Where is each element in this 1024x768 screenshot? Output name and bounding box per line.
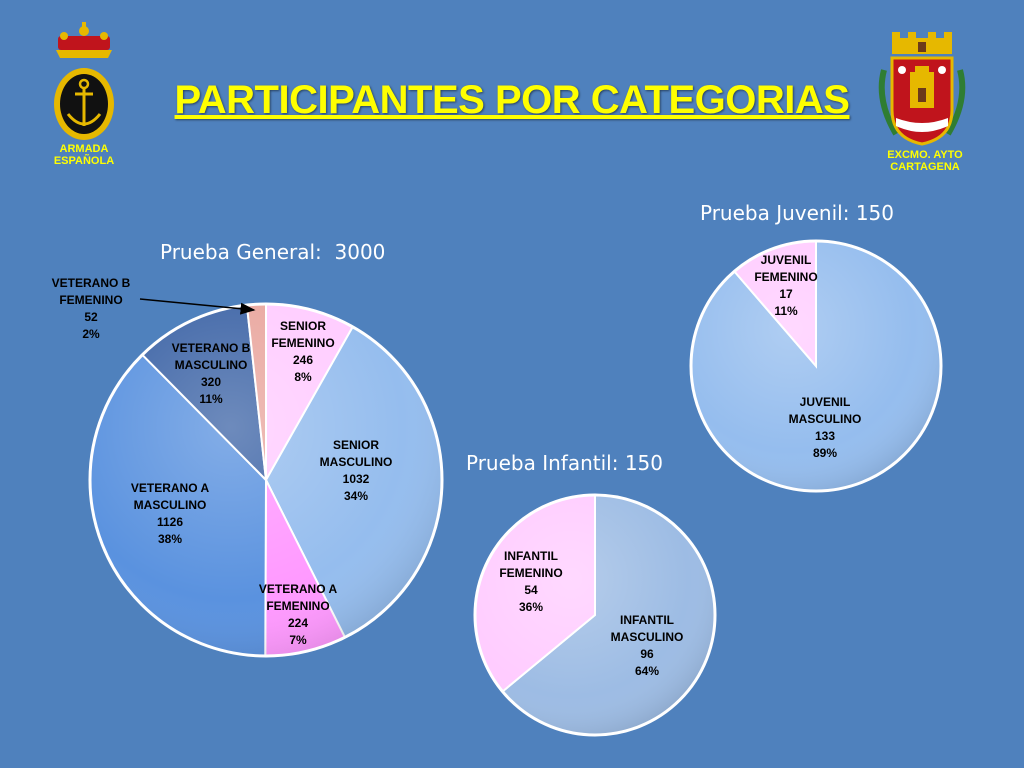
juvenil-pie-rim [689,239,943,493]
cartagena-caption: EXCMO. AYTO CARTAGENA [887,149,963,173]
general-slice-label-0: SENIOR FEMENINO 246 8% [271,319,334,384]
infantil-slice-label-1: INFANTIL FEMENINO 54 36% [499,549,562,614]
armada-caption: ARMADA ESPAÑOLA [53,143,115,167]
general-pie-title: Prueba General: 3000 [160,240,386,264]
general-slice-label-1: SENIOR MASCULINO 1032 34% [320,438,393,503]
juvenil-pie-title: Prueba Juvenil: 150 [700,201,894,225]
shield-icon [890,56,954,146]
juvenil-slice-label-0: JUVENIL MASCULINO 133 89% [789,395,862,460]
general-slice-label-4: VETERANO B MASCULINO 320 11% [172,341,251,406]
anchor-emblem-icon [54,68,114,140]
armada-logo [54,22,114,140]
general-leader-arrow-5 [139,298,256,315]
general-slice-label-5: VETERANO B FEMENINO 52 2% [52,276,131,341]
infantil-pie: INFANTIL MASCULINO 96 64% INFANTIL FEMENINO 54… [473,493,717,737]
infantil-slice-label-0: INFANTIL MASCULINO 96 64% [611,613,684,678]
laurel-icon [878,69,966,136]
page-title: PARTICIPANTES POR CATEGORIAS [174,78,850,122]
juvenil-slice-label-1: JUVENIL FEMENINO 17 11% [754,253,817,318]
general-pie: SENIOR FEMENINO 246 8% SENIOR MASCULINO 1032 34… [52,276,444,658]
general-slice-label-3: VETERANO A MASCULINO 1126 38% [131,481,210,546]
juvenil-pie: JUVENIL MASCULINO 133 89% JUVENIL FEMENINO 17 1… [689,239,943,493]
crown-icon [892,32,952,54]
infantil-pie-title: Prueba Infantil: 150 [466,451,663,475]
general-pie-rim [88,302,444,658]
infantil-pie-rim [473,493,717,737]
general-slice-label-2: VETERANO A FEMENINO 224 7% [259,582,338,647]
crown-icon [56,22,112,58]
cartagena-coat-of-arms [878,32,966,146]
